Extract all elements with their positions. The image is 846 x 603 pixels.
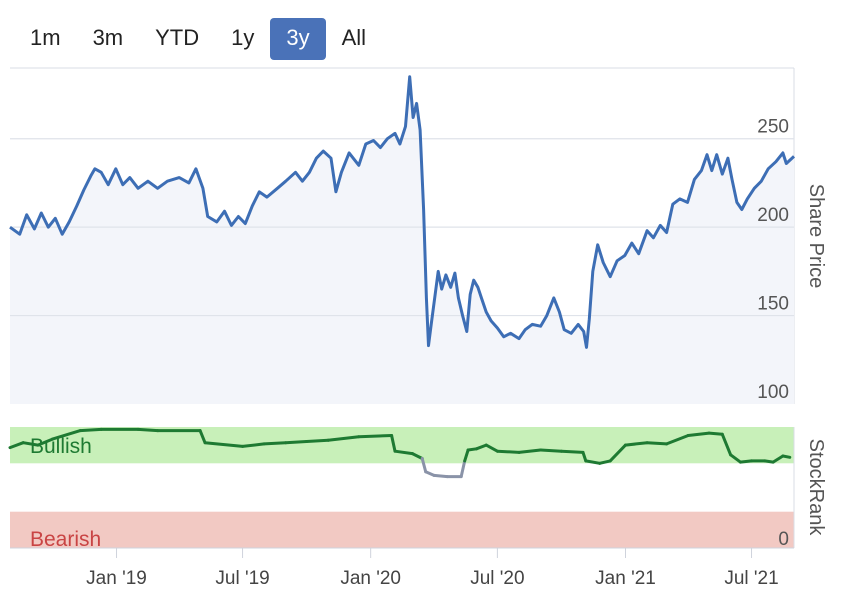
rank-line-segment xyxy=(484,443,499,453)
x-tick-label: Jul '21 xyxy=(724,568,778,589)
bearish-label: Bearish xyxy=(30,528,101,551)
rank-line-segment xyxy=(410,452,424,460)
rank-line-segment xyxy=(781,454,792,459)
rank-line-segment xyxy=(78,427,103,433)
rank-line-segment xyxy=(36,437,54,447)
rank-line-segment xyxy=(720,432,733,457)
rank-line-segment xyxy=(420,457,428,474)
rank-line-segment xyxy=(305,438,330,443)
rank-line-segment xyxy=(390,434,397,453)
rank-line-segment xyxy=(262,441,288,446)
range-selector: 1m 3m YTD 1y 3y All xyxy=(14,18,382,60)
price-chart: 100 150 200 250 Share Price xyxy=(9,67,827,405)
rank-line-segment xyxy=(198,429,207,445)
rank-line-segment xyxy=(517,448,543,454)
rank-line-segment xyxy=(284,440,309,445)
rank-line-segment xyxy=(598,459,612,465)
rank-line-segment xyxy=(665,434,690,446)
rank-line-segment xyxy=(624,441,649,447)
rank-line-segment xyxy=(432,473,449,479)
rank-line-segment xyxy=(8,441,25,450)
x-tick-label: Jul '20 xyxy=(470,568,524,589)
rank-line-segment xyxy=(584,459,602,465)
rank-line-segment xyxy=(707,431,724,436)
rank-line-segment xyxy=(21,441,40,447)
price-axis-label: Share Price xyxy=(805,184,827,289)
rank-line-segment xyxy=(241,442,266,448)
tab-all[interactable]: All xyxy=(341,25,367,50)
x-tick-label: Jan '19 xyxy=(86,568,147,589)
rank-line-segment xyxy=(424,470,436,477)
x-tick-label: Jan '21 xyxy=(595,568,656,589)
price-tick-label: 150 xyxy=(757,294,789,315)
rank-line-segment xyxy=(738,459,753,464)
x-tick-label: Jul '19 xyxy=(215,568,269,589)
rank-line-segment xyxy=(459,459,467,479)
bullish-label: Bullish xyxy=(30,435,92,458)
rank-line-segment xyxy=(729,453,742,464)
rank-line-segment xyxy=(326,435,361,442)
rank-line-segment xyxy=(51,429,82,441)
bearish-band xyxy=(10,511,794,548)
x-axis: Jan '19 Jul '19 Jan '20 Jul '20 Jan '21 Jul '… xyxy=(10,547,794,589)
rank-line-segment xyxy=(686,431,711,437)
rank-line-segment xyxy=(495,449,521,454)
stockrank-chart: Bullish Bearish 0 StockRank xyxy=(8,427,827,551)
bullish-band xyxy=(10,427,794,464)
tab-3m[interactable]: 3m xyxy=(92,25,124,50)
rank-line-segment xyxy=(475,443,488,451)
rank-line-segment xyxy=(559,449,585,454)
tab-ytd[interactable]: YTD xyxy=(155,25,200,50)
rank-line-segment xyxy=(539,448,563,453)
price-area-fill xyxy=(10,76,794,405)
rank-line-segment xyxy=(393,449,414,456)
rank-tick-label: 0 xyxy=(778,529,789,550)
price-tick-label: 100 xyxy=(757,382,789,403)
price-tick-label: 250 xyxy=(757,117,789,138)
rank-line-segment xyxy=(645,441,669,446)
price-line xyxy=(9,75,796,349)
rank-line-segment xyxy=(463,448,470,463)
rank-line-segment xyxy=(357,434,394,439)
rank-line-segment xyxy=(203,441,245,448)
rank-axis-label: StockRank xyxy=(805,439,827,537)
tab-3y[interactable]: 3y xyxy=(270,18,326,60)
tab-1m[interactable]: 1m xyxy=(30,25,61,50)
rank-line-segment xyxy=(136,427,160,433)
x-tick-label: Jan '20 xyxy=(340,568,401,589)
rank-line-segment xyxy=(771,454,785,464)
rank-line-segment xyxy=(608,443,627,463)
price-tick-label: 200 xyxy=(757,205,789,226)
tab-1y[interactable]: 1y xyxy=(231,25,255,50)
